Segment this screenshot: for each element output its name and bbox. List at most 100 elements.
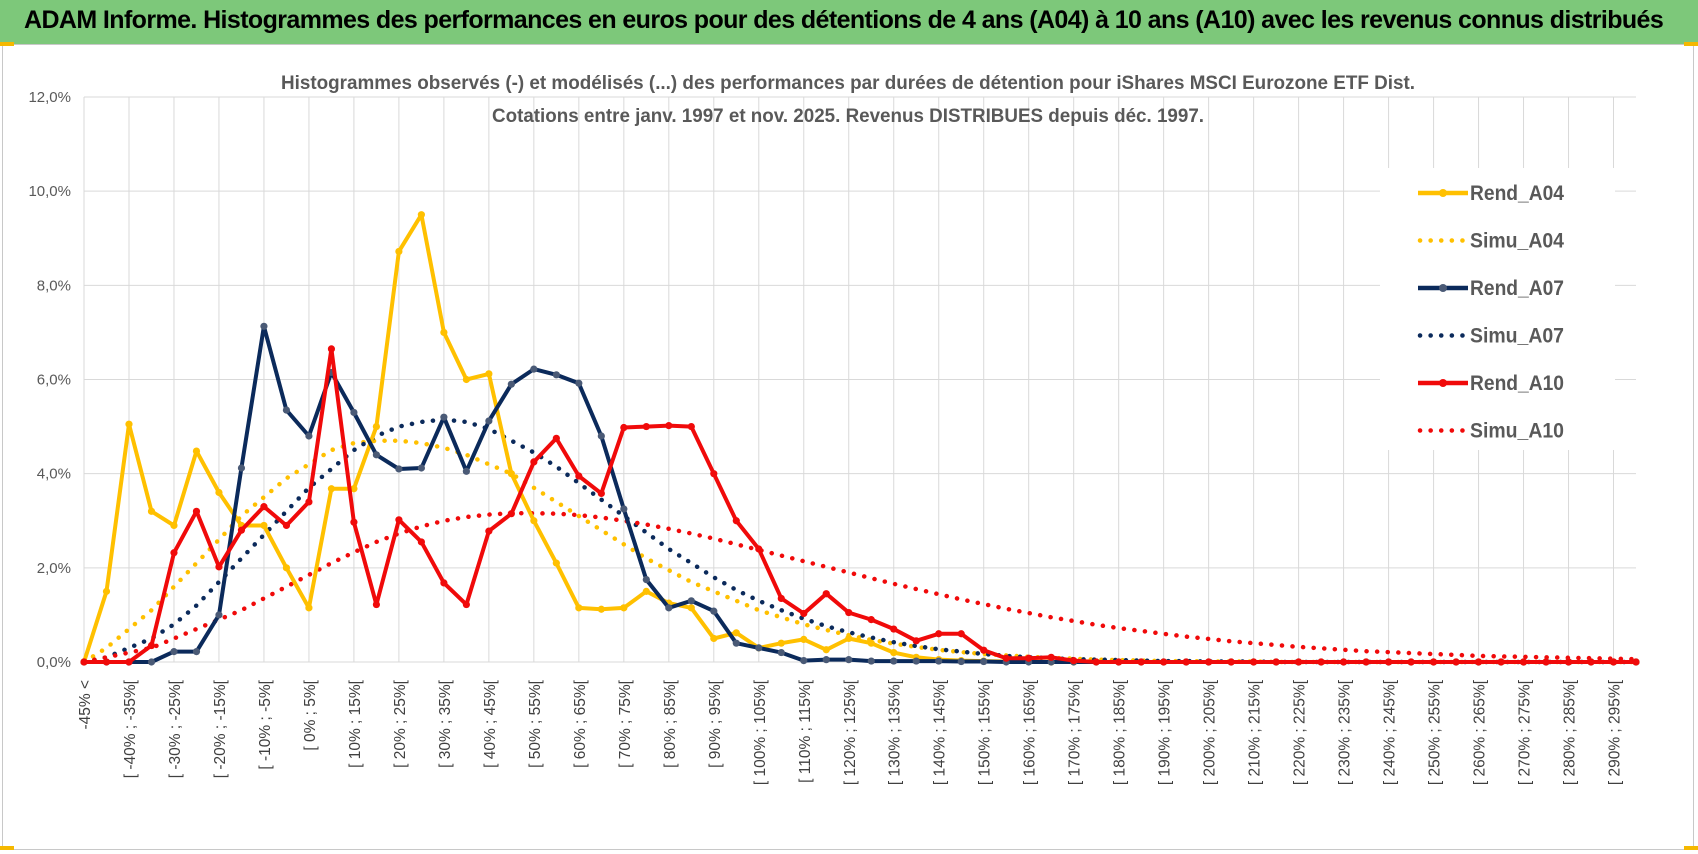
x-tick-label: [ 70% ; 75%[ (617, 679, 634, 768)
data-point-Rend_A10 (1137, 658, 1145, 666)
data-point-Rend_A04 (125, 420, 133, 428)
data-point-Rend_A10 (800, 609, 808, 618)
legend-label: Rend_A07 (1470, 277, 1564, 300)
x-tick-label: [ 100% ; 105%[ (752, 679, 769, 785)
x-tick-label: [ 30% ; 35%[ (437, 679, 454, 768)
data-point-Rend_A10 (215, 563, 223, 571)
data-point-Rend_A07 (507, 380, 515, 388)
data-point-Rend_A07 (170, 648, 178, 656)
x-tick-label: [ 280% ; 285%[ (1562, 679, 1579, 785)
series-lines (80, 211, 1640, 666)
data-point-Rend_A07 (575, 379, 583, 387)
data-point-Rend_A10 (1070, 656, 1078, 665)
data-point-Rend_A10 (1250, 658, 1258, 666)
y-tick-label: 8,0% (37, 277, 71, 294)
data-point-Rend_A10 (935, 630, 943, 638)
series-line-Rend_A10 (84, 346, 1636, 664)
data-point-Rend_A07 (372, 451, 381, 459)
data-point-Rend_A10 (1384, 658, 1393, 666)
data-point-Rend_A07 (485, 417, 493, 425)
data-point-Rend_A10 (1519, 658, 1528, 666)
data-point-Rend_A10 (980, 646, 988, 654)
data-point-Rend_A07 (282, 406, 291, 414)
data-point-Rend_A10 (485, 527, 493, 535)
legend-label: Simu_A04 (1470, 230, 1564, 253)
data-point-Rend_A10 (462, 600, 470, 609)
data-point-Rend_A10 (1587, 658, 1595, 666)
data-point-Rend_A10 (1160, 658, 1168, 666)
data-point-Rend_A07 (665, 604, 673, 612)
x-tick-label: [ 140% ; 145%[ (932, 679, 949, 785)
data-point-Rend_A07 (867, 657, 875, 665)
data-point-Rend_A10 (1205, 658, 1213, 666)
data-point-Rend_A04 (732, 629, 740, 637)
data-point-Rend_A07 (552, 371, 560, 379)
series-line-Simu_A10 (81, 510, 1639, 665)
legend-item-Rend_A04: Rend_A04 (1418, 182, 1564, 205)
data-point-Rend_A10 (1474, 658, 1483, 666)
data-point-Rend_A04 (170, 521, 178, 530)
data-point-Rend_A04 (260, 521, 268, 530)
data-point-Rend_A04 (417, 211, 425, 219)
data-point-Rend_A10 (395, 516, 403, 524)
data-point-Rend_A04 (147, 507, 156, 515)
data-point-Rend_A04 (350, 485, 358, 493)
legend-label: Simu_A10 (1470, 420, 1564, 443)
data-point-Rend_A10 (597, 489, 605, 498)
legend-label: Rend_A10 (1470, 372, 1564, 395)
data-point-Rend_A10 (755, 545, 763, 553)
data-point-Rend_A04 (102, 587, 111, 595)
corner-mark-top-left (0, 42, 14, 46)
data-point-Rend_A10 (282, 521, 291, 530)
data-point-Rend_A10 (1542, 658, 1550, 666)
legend-item-Rend_A07: Rend_A07 (1418, 277, 1564, 300)
data-point-Rend_A10 (1047, 653, 1055, 661)
data-point-Rend_A10 (1002, 654, 1010, 662)
data-point-Rend_A04 (215, 488, 223, 497)
data-point-Rend_A07 (755, 644, 763, 652)
data-point-Rend_A07 (147, 658, 156, 666)
data-point-Rend_A10 (732, 517, 740, 525)
x-tick-label: [ 20% ; 25%[ (392, 679, 409, 768)
legend-marker (1439, 284, 1447, 292)
data-point-Rend_A10 (1339, 658, 1348, 666)
data-point-Rend_A10 (867, 616, 875, 624)
x-tick-label: [ 200% ; 205%[ (1202, 679, 1219, 785)
data-point-Rend_A07 (620, 505, 628, 513)
data-point-Rend_A07 (440, 413, 448, 421)
x-tick-label: [ 190% ; 195%[ (1157, 679, 1174, 785)
data-point-Rend_A10 (327, 345, 336, 353)
x-tick-label: [ -10% ; -5%[ (257, 679, 274, 769)
banner-title: ADAM Informe. Histogrammes des performan… (24, 6, 1664, 34)
x-tick-label: [ 290% ; 295%[ (1607, 679, 1624, 785)
data-point-Rend_A07 (822, 656, 830, 664)
data-point-Rend_A10 (1407, 658, 1415, 666)
data-point-Rend_A10 (440, 579, 448, 587)
x-tick-label: [ 130% ; 135%[ (887, 679, 904, 785)
data-point-Rend_A10 (1317, 658, 1325, 666)
data-point-Rend_A04 (687, 604, 695, 612)
data-point-Rend_A10 (957, 630, 965, 638)
y-tick-label: 6,0% (37, 372, 71, 389)
data-point-Rend_A10 (552, 434, 560, 442)
legend-background (1380, 168, 1615, 450)
corner-mark-bottom-left (0, 846, 14, 850)
data-point-Rend_A10 (575, 472, 583, 480)
data-point-Rend_A07 (935, 657, 943, 665)
x-tick-label: [ 260% ; 265%[ (1472, 679, 1489, 785)
data-point-Rend_A10 (1092, 658, 1100, 666)
data-point-Rend_A10 (642, 422, 650, 431)
data-point-Rend_A07 (215, 611, 223, 619)
data-point-Rend_A07 (305, 432, 313, 440)
data-point-Rend_A10 (1564, 658, 1573, 666)
chart-title-line-1: Histogrammes observés (-) et modélisés (… (281, 72, 1415, 94)
data-point-Rend_A04 (575, 604, 583, 612)
data-point-Rend_A04 (507, 470, 515, 478)
data-point-Rend_A10 (530, 458, 538, 466)
data-point-Rend_A04 (552, 559, 560, 567)
data-point-Rend_A07 (530, 365, 538, 373)
data-point-Rend_A10 (710, 470, 718, 478)
data-point-Rend_A04 (440, 328, 448, 337)
legend-item-Simu_A04: Simu_A04 (1417, 230, 1564, 253)
x-tick-label: [ 230% ; 235%[ (1337, 679, 1354, 785)
